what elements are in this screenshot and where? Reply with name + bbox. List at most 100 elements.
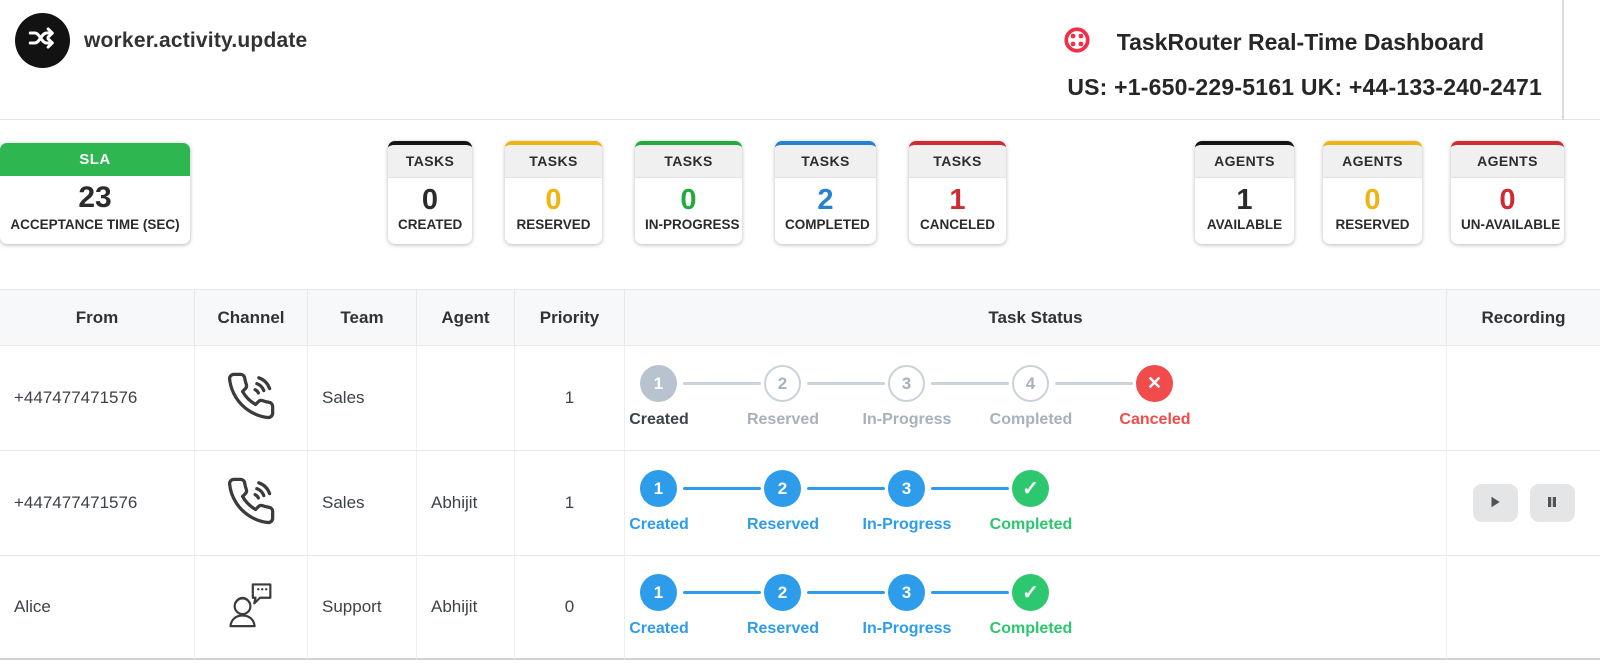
top-header: worker.activity.update TaskRouter Real-T… [0, 0, 1600, 120]
agent-value: Abhijit [431, 597, 478, 616]
column-header-from: From [0, 290, 195, 346]
step-reserved: 2 Reserved [747, 470, 888, 536]
cell-team: Sales [308, 451, 417, 556]
card-group-label: TASKS [388, 145, 472, 178]
cell-agent: Abhijit [417, 556, 515, 660]
tasks-inprogress-label: IN-PROGRESS [645, 217, 740, 233]
agents-unavailable-label: UN-AVAILABLE [1461, 217, 1561, 233]
step-label: In-Progress [862, 516, 952, 533]
step-created: 1 Created [629, 574, 764, 640]
task-status-stepper: 1 Created 2 Reserved 3 In-Progress ✓ Com… [625, 574, 1136, 640]
team-value: Sales [322, 388, 365, 407]
column-header-priority: Priority [515, 290, 625, 346]
tasks-cards-group: TASKS 0 CREATED TASKS 0 RESERVED TASKS 0… [388, 141, 1006, 245]
cell-recording [1447, 556, 1600, 660]
priority-value: 0 [564, 597, 575, 616]
team-value: Support [322, 597, 382, 616]
step-circle: 3 [888, 365, 925, 402]
app-logo [15, 13, 70, 68]
step-connector [931, 591, 1009, 594]
from-value: Alice [14, 597, 51, 616]
pause-recording-button[interactable] [1529, 484, 1575, 522]
team-value: Sales [322, 493, 365, 512]
brand-block: TaskRouter Real-Time Dashboard US: +1-65… [1063, 26, 1542, 101]
cell-channel [195, 451, 308, 556]
play-recording-button[interactable] [1472, 484, 1518, 522]
card-group-label: AGENTS [1323, 145, 1422, 178]
priority-value: 1 [564, 388, 575, 407]
step-label: In-Progress [862, 411, 952, 428]
step-completed: ✓ Completed [990, 574, 1136, 640]
support-phone-numbers: US: +1-650-229-5161 UK: +44-133-240-2471 [1067, 74, 1542, 100]
sla-card: SLA 23 ACCEPTANCE TIME (SEC) [0, 143, 190, 244]
tasks-canceled-label: CANCELED [919, 217, 995, 233]
cell-task-status: 1 Created 2 Reserved 3 In-Progress 4 Com… [625, 346, 1447, 451]
step-connector [1055, 382, 1133, 385]
step-inprogress: 3 In-Progress [863, 574, 1012, 640]
step-circle: 1 [640, 470, 677, 507]
cancel-x-icon: ✕ [1136, 365, 1173, 402]
step-label: Canceled [1119, 411, 1191, 428]
chat-user-icon [222, 576, 280, 639]
cell-agent: Abhijit [417, 451, 515, 556]
cell-recording [1447, 451, 1600, 556]
header-right-divider [1562, 0, 1564, 120]
step-inprogress: 3 In-Progress [863, 470, 1012, 536]
step-connector [931, 382, 1009, 385]
column-header-team: Team [308, 290, 417, 346]
step-canceled: ✕ Canceled [1119, 365, 1260, 431]
agents-unavailable-card: AGENTS 0 UN-AVAILABLE [1451, 141, 1564, 245]
column-header-agent: Agent [417, 290, 515, 346]
card-group-label: TASKS [505, 145, 602, 178]
event-name-label: worker.activity.update [84, 29, 308, 52]
sla-label: ACCEPTANCE TIME (SEC) [10, 217, 180, 232]
step-inprogress: 3 In-Progress [863, 365, 1012, 431]
agents-unavailable-value: 0 [1499, 184, 1516, 216]
twilio-icon [1063, 26, 1091, 59]
tasks-reserved-value: 0 [545, 184, 562, 216]
step-circle: 2 [764, 574, 801, 611]
step-connector [807, 382, 885, 385]
step-label: Created [629, 620, 689, 637]
tasks-inprogress-card: TASKS 0 IN-PROGRESS [635, 141, 742, 245]
from-value: +447477471576 [14, 388, 138, 407]
sla-card-header: SLA [0, 143, 190, 176]
step-connector [683, 382, 761, 385]
priority-value: 1 [564, 493, 575, 512]
from-value: +447477471576 [14, 493, 138, 512]
step-completed: ✓ Completed [990, 470, 1136, 536]
shuffle-icon [26, 21, 60, 60]
cell-task-status: 1 Created 2 Reserved 3 In-Progress ✓ Com… [625, 556, 1447, 660]
step-connector [683, 591, 761, 594]
tasks-created-label: CREATED [398, 217, 463, 233]
step-label: Completed [989, 620, 1073, 637]
tasks-inprogress-value: 0 [680, 184, 697, 216]
card-group-label: TASKS [775, 145, 876, 178]
agents-reserved-label: RESERVED [1335, 217, 1410, 233]
cell-priority: 1 [515, 346, 625, 451]
step-circle: 4 [1012, 365, 1049, 402]
step-completed: 4 Completed [990, 365, 1136, 431]
tasks-canceled-card: TASKS 1 CANCELED [909, 141, 1006, 245]
tasks-reserved-card: TASKS 0 RESERVED [505, 141, 602, 245]
agents-cards-group: AGENTS 1 AVAILABLE AGENTS 0 RESERVED AGE… [1195, 141, 1564, 245]
step-connector [683, 487, 761, 490]
step-label: Created [629, 411, 689, 428]
step-label: Reserved [746, 620, 820, 637]
column-header-channel: Channel [195, 290, 308, 346]
agents-available-card: AGENTS 1 AVAILABLE [1195, 141, 1294, 245]
step-reserved: 2 Reserved [747, 574, 888, 640]
agents-reserved-value: 0 [1364, 184, 1381, 216]
cell-task-status: 1 Created 2 Reserved 3 In-Progress ✓ Com… [625, 451, 1447, 556]
tasks-completed-card: TASKS 2 COMPLETED [775, 141, 876, 245]
tasks-created-card: TASKS 0 CREATED [388, 141, 472, 245]
tasks-reserved-label: RESERVED [516, 217, 591, 233]
step-created: 1 Created [629, 470, 764, 536]
tasks-completed-value: 2 [817, 184, 834, 216]
cell-from: +447477471576 [0, 451, 195, 556]
card-group-label: TASKS [635, 145, 742, 178]
tasks-completed-label: COMPLETED [785, 217, 870, 233]
cell-priority: 1 [515, 451, 625, 556]
step-circle: 1 [640, 574, 677, 611]
agents-available-label: AVAILABLE [1206, 217, 1283, 233]
